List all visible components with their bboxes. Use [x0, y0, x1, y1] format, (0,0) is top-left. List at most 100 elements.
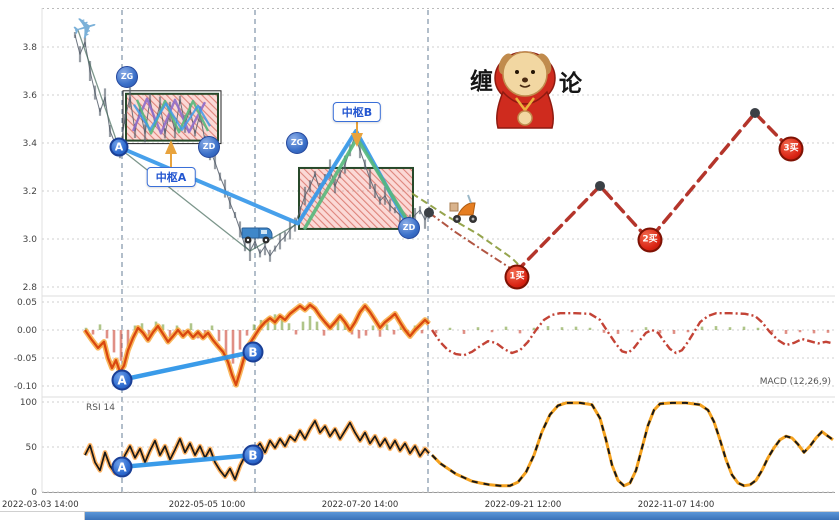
- logo-char-left: 缠: [470, 69, 493, 95]
- macd-histogram: [798, 330, 802, 333]
- macd-histogram: [714, 326, 718, 330]
- macd-histogram: [385, 324, 389, 330]
- macd-histogram: [84, 327, 88, 330]
- macd-histogram: [364, 330, 368, 336]
- macd-histogram: [371, 325, 375, 330]
- macd-histogram: [287, 323, 291, 330]
- macd-histogram: [532, 327, 536, 330]
- macd-histogram: [826, 330, 830, 333]
- macd-histogram: [301, 321, 305, 330]
- point-b-rsi: B: [242, 444, 264, 466]
- macd-histogram: [126, 330, 130, 347]
- swing-dots: [595, 180, 605, 191]
- y-tick-label: 0: [31, 488, 37, 498]
- macd-histogram: [308, 316, 312, 330]
- macd-histogram: [315, 321, 319, 330]
- macd-histogram: [462, 330, 466, 334]
- scrollbar-thumb[interactable]: [85, 512, 839, 520]
- x-axis-layer: 2022-03-03 14:00 2022-05-05 10:00 2022-07-…: [2, 500, 714, 510]
- point-a-macd: A: [111, 369, 133, 391]
- macd-histogram: [168, 330, 172, 337]
- zg-badge-1: ZG: [116, 66, 138, 88]
- macd-histogram: [147, 330, 151, 336]
- point-b-macd: B: [242, 341, 264, 363]
- macd-histogram: [504, 326, 508, 330]
- pivot-a-zigzag-purple: [131, 97, 207, 135]
- y-tick-label: 3.4: [23, 139, 38, 149]
- macd-histogram: [742, 326, 746, 330]
- macd-line: [84, 303, 430, 387]
- buy-point-2: 2买: [637, 227, 663, 253]
- y-tick-label: 3.0: [23, 235, 38, 245]
- macd-histogram: [378, 330, 382, 337]
- y-tick-label: 3.8: [23, 43, 38, 53]
- macd-histogram: [490, 330, 494, 333]
- macd-histogram: [560, 327, 564, 330]
- macd-histogram: [294, 330, 298, 335]
- macd-histogram: [476, 327, 480, 330]
- macd-histogram: [602, 330, 606, 333]
- macd-histogram: [630, 330, 634, 333]
- macd-histogram: [224, 330, 228, 356]
- rsi-indicator-label: RSI 14: [86, 403, 115, 413]
- scooter-icon: [449, 194, 477, 223]
- macd-histogram: [588, 327, 592, 330]
- swing-dots: [424, 207, 434, 218]
- macd-histogram: [616, 330, 620, 334]
- macd-histogram: [336, 318, 340, 330]
- macd-histogram: [756, 327, 760, 330]
- rsi-line-forecast: [431, 401, 834, 487]
- macd-histogram: [350, 330, 354, 335]
- y-tick-label: -0.05: [14, 354, 37, 364]
- y-tick-label: 2.8: [23, 283, 38, 293]
- x-axis-label: 2022-03-03 14:00: [2, 500, 79, 510]
- macd-histogram: [266, 317, 270, 330]
- y-tick-label: 3.2: [23, 187, 37, 197]
- forecast-olive-dash: [411, 192, 519, 265]
- x-axis-label: 2022-11-07 14:00: [638, 500, 715, 510]
- macd-histogram: [322, 330, 326, 336]
- y-tick-label: -0.10: [14, 382, 38, 392]
- pivot-a-zigzag-blue: [133, 102, 211, 131]
- macd-histogram: [238, 330, 242, 350]
- macd-histogram: [231, 330, 235, 364]
- y-tick-label: 50: [26, 443, 38, 453]
- y-tick-label: 0.05: [17, 298, 37, 308]
- pivot-boxes-layer: [122, 90, 414, 230]
- point-a-rsi: A: [111, 456, 133, 478]
- point-a-price: A: [109, 137, 129, 157]
- zd-badge-2: ZD: [398, 217, 420, 239]
- horizontal-scrollbar: [0, 511, 839, 520]
- macd-histogram: [672, 330, 676, 334]
- macd-histogram: [161, 324, 165, 330]
- chan-theory-logo: 缠 论: [466, 26, 584, 144]
- macd-histogram: [770, 330, 774, 333]
- buy-point-1: 1买: [504, 264, 530, 290]
- buy-path-dashed: [514, 111, 792, 274]
- macd-histogram: [518, 330, 522, 334]
- macd-histogram: [112, 330, 116, 353]
- macd-histogram: [728, 327, 732, 330]
- macd-histogram: [686, 330, 690, 333]
- macd-histogram: [210, 325, 214, 330]
- macd-histogram: [784, 330, 788, 334]
- macd-histogram: [420, 330, 424, 334]
- macd-histogram: [448, 327, 452, 330]
- scrollbar-track[interactable]: [0, 512, 85, 520]
- buy-point-3: 3买: [778, 136, 804, 162]
- macd-line-forecast: [431, 312, 834, 357]
- zd-badge-1: ZD: [198, 136, 220, 158]
- x-axis-label: 2022-05-05 10:00: [169, 500, 246, 510]
- pivot-a-label: 中枢A: [146, 167, 196, 187]
- macd-histogram: [98, 324, 102, 330]
- x-axis-label: 2022-07-20 14:00: [322, 500, 399, 510]
- rsi-ab-trendline: [119, 452, 256, 470]
- y-tick-label: 100: [20, 398, 37, 408]
- y-tick-label: 0.00: [17, 326, 37, 336]
- pivot-b-label: 中枢B: [332, 102, 382, 122]
- decor-layer: [165, 122, 363, 168]
- swing-dots: [750, 108, 760, 118]
